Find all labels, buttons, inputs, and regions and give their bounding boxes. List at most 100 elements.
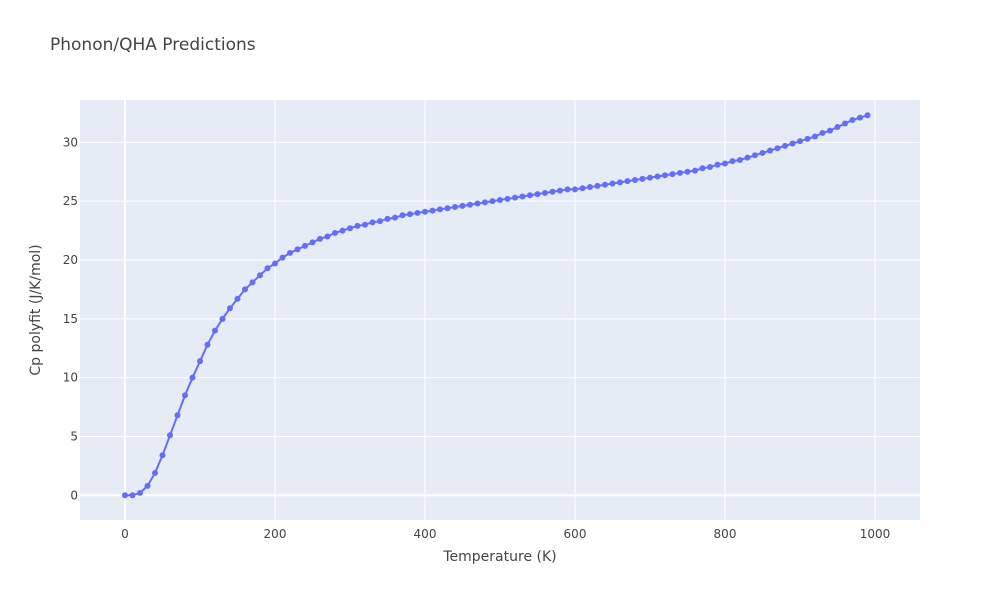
data-point[interactable] xyxy=(647,174,653,181)
data-point[interactable] xyxy=(722,160,728,167)
data-point[interactable] xyxy=(249,279,256,286)
data-point[interactable] xyxy=(617,179,623,186)
data-point[interactable] xyxy=(234,295,241,302)
data-point[interactable] xyxy=(167,432,173,439)
data-point[interactable] xyxy=(399,212,406,219)
data-point[interactable] xyxy=(287,249,293,256)
data-point[interactable] xyxy=(587,184,593,191)
data-point[interactable] xyxy=(197,358,203,365)
data-point[interactable] xyxy=(624,178,631,185)
data-point[interactable] xyxy=(204,341,211,348)
data-point[interactable] xyxy=(542,189,548,196)
data-point[interactable] xyxy=(384,215,391,222)
data-point[interactable] xyxy=(549,188,556,195)
data-point[interactable] xyxy=(152,469,158,476)
data-point[interactable] xyxy=(812,133,818,140)
data-point[interactable] xyxy=(489,198,496,205)
data-point[interactable] xyxy=(677,169,683,176)
data-point[interactable] xyxy=(392,214,398,221)
data-point[interactable] xyxy=(467,201,473,208)
data-point[interactable] xyxy=(137,489,143,496)
data-point[interactable] xyxy=(482,199,488,206)
data-point[interactable] xyxy=(452,204,458,211)
data-point[interactable] xyxy=(317,235,323,242)
data-point[interactable] xyxy=(144,482,151,489)
data-point[interactable] xyxy=(347,225,353,232)
data-point[interactable] xyxy=(789,140,796,147)
data-point[interactable] xyxy=(519,193,526,200)
data-point[interactable] xyxy=(122,492,128,499)
data-point[interactable] xyxy=(512,194,518,201)
data-point[interactable] xyxy=(729,158,736,165)
data-point[interactable] xyxy=(782,142,788,149)
data-point[interactable] xyxy=(759,149,766,156)
data-point[interactable] xyxy=(189,374,196,381)
data-point[interactable] xyxy=(804,135,811,142)
data-point[interactable] xyxy=(504,195,511,202)
data-point[interactable] xyxy=(692,167,698,174)
data-point[interactable] xyxy=(407,211,413,218)
data-point[interactable] xyxy=(752,152,758,159)
data-point[interactable] xyxy=(609,180,616,187)
plot-area[interactable] xyxy=(80,100,920,520)
data-point[interactable] xyxy=(437,206,443,213)
data-point[interactable] xyxy=(294,246,301,253)
data-point[interactable] xyxy=(834,124,841,131)
data-point[interactable] xyxy=(639,175,646,182)
data-point[interactable] xyxy=(737,157,743,163)
data-point[interactable] xyxy=(369,219,376,226)
data-point[interactable] xyxy=(662,172,668,179)
data-point[interactable] xyxy=(602,181,608,188)
data-point[interactable] xyxy=(212,327,218,334)
data-point[interactable] xyxy=(849,117,856,123)
data-point[interactable] xyxy=(557,187,563,194)
data-point[interactable] xyxy=(414,209,421,216)
data-point[interactable] xyxy=(227,305,233,312)
data-point[interactable] xyxy=(159,452,166,459)
data-point[interactable] xyxy=(362,221,368,228)
data-point[interactable] xyxy=(459,202,466,209)
data-point[interactable] xyxy=(684,168,691,175)
data-point[interactable] xyxy=(572,186,578,193)
data-point[interactable] xyxy=(864,112,871,119)
data-point[interactable] xyxy=(827,127,833,134)
data-point[interactable] xyxy=(264,265,271,272)
data-point[interactable] xyxy=(654,173,661,180)
data-point[interactable] xyxy=(707,164,713,171)
data-point[interactable] xyxy=(354,222,361,229)
data-point[interactable] xyxy=(579,185,586,192)
data-point[interactable] xyxy=(669,171,676,178)
data-point[interactable] xyxy=(257,272,263,279)
data-point[interactable] xyxy=(129,492,136,499)
data-point[interactable] xyxy=(527,192,533,199)
data-point[interactable] xyxy=(182,392,188,399)
data-point[interactable] xyxy=(594,182,601,189)
data-point[interactable] xyxy=(302,242,308,249)
data-point[interactable] xyxy=(774,145,781,152)
data-point[interactable] xyxy=(534,191,541,198)
data-point[interactable] xyxy=(699,165,706,172)
data-point[interactable] xyxy=(857,114,863,121)
data-point[interactable] xyxy=(797,138,803,145)
data-point[interactable] xyxy=(497,197,503,203)
data-point[interactable] xyxy=(444,205,451,212)
data-point[interactable] xyxy=(309,239,316,246)
data-point[interactable] xyxy=(429,207,436,214)
data-point[interactable] xyxy=(272,260,278,267)
data-point[interactable] xyxy=(174,412,181,419)
data-point[interactable] xyxy=(714,161,721,168)
data-point[interactable] xyxy=(332,229,338,236)
data-point[interactable] xyxy=(219,315,226,322)
data-point[interactable] xyxy=(842,120,848,127)
data-point[interactable] xyxy=(632,177,638,183)
data-point[interactable] xyxy=(324,233,331,240)
data-point[interactable] xyxy=(819,129,826,136)
data-point[interactable] xyxy=(422,208,428,215)
data-point[interactable] xyxy=(564,186,571,193)
data-point[interactable] xyxy=(767,147,773,154)
data-point[interactable] xyxy=(279,254,286,261)
data-point[interactable] xyxy=(339,227,346,234)
data-point[interactable] xyxy=(474,200,481,207)
data-point[interactable] xyxy=(744,154,751,161)
data-point[interactable] xyxy=(377,218,383,225)
